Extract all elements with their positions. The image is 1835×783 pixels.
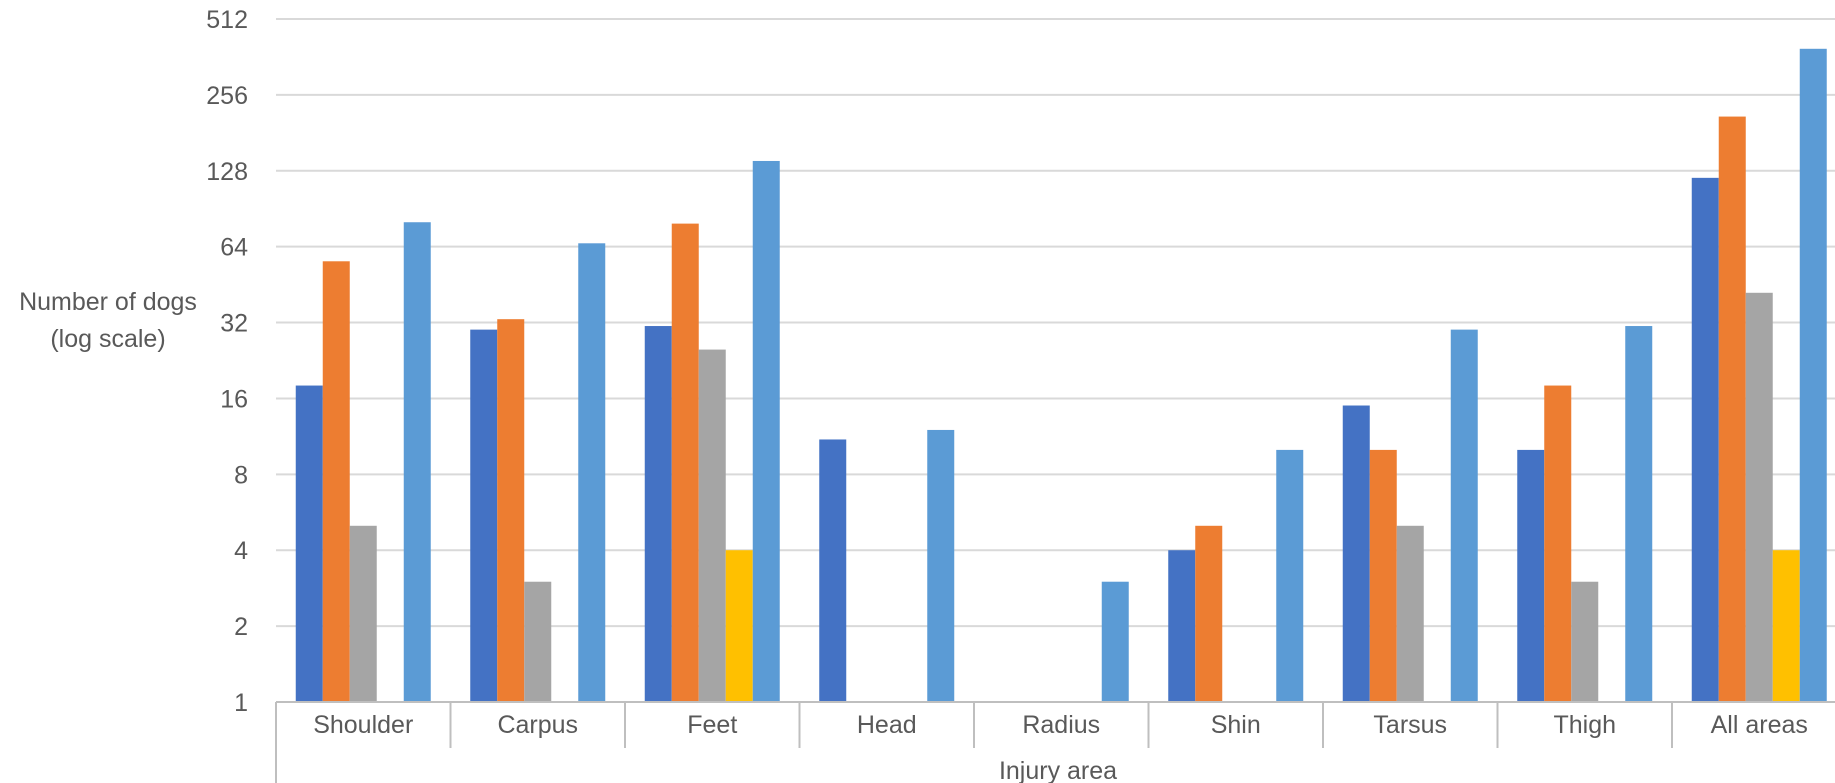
- category-label: Radius: [1022, 711, 1100, 739]
- bar: [927, 429, 955, 702]
- bar: [322, 261, 350, 702]
- bar: [349, 525, 377, 702]
- bar: [1691, 177, 1719, 702]
- bar: [1276, 449, 1304, 702]
- bar: [1799, 48, 1827, 703]
- bar: [470, 329, 498, 702]
- bar: [1571, 581, 1599, 702]
- bar: [1517, 449, 1545, 702]
- bar: [524, 581, 552, 702]
- bar: [1195, 525, 1223, 702]
- y-tick-label: 512: [206, 6, 248, 34]
- y-tick-label: 4: [234, 537, 248, 565]
- bar: [819, 439, 847, 702]
- category-label: Thigh: [1553, 711, 1616, 739]
- category-label: Head: [857, 711, 917, 739]
- bar: [1101, 581, 1129, 702]
- bar: [1772, 550, 1800, 702]
- bar: [403, 222, 431, 702]
- category-label: Carpus: [497, 711, 578, 739]
- bar: [1450, 329, 1478, 702]
- bar: [1168, 550, 1196, 702]
- category-label: Feet: [687, 711, 737, 739]
- bars: [295, 48, 1827, 703]
- bar: [1342, 405, 1370, 702]
- bar: [725, 550, 753, 702]
- y-tick-label: 8: [234, 461, 248, 489]
- bar: [1396, 525, 1424, 702]
- y-tick-label: 64: [220, 234, 248, 262]
- bar: [295, 385, 323, 702]
- bar: [1745, 292, 1773, 702]
- bar: [644, 326, 672, 702]
- bar: [578, 243, 606, 702]
- category-label: Shin: [1211, 711, 1261, 739]
- x-axis: [275, 701, 1835, 783]
- bar: [1369, 449, 1397, 702]
- bar: [1718, 116, 1746, 703]
- bar: [752, 160, 780, 703]
- y-axis-tick-labels: 1 2 4 8 16 32 64 128 256 512: [206, 6, 248, 717]
- x-axis-title: Injury area: [999, 757, 1117, 783]
- bar: [1544, 385, 1572, 702]
- y-tick-label: 128: [206, 158, 248, 186]
- y-tick-label: 1: [234, 689, 248, 717]
- category-label: All areas: [1711, 711, 1808, 739]
- gridlines: [276, 18, 1835, 628]
- y-tick-label: 16: [220, 385, 248, 413]
- category-label: Shoulder: [313, 711, 413, 739]
- y-tick-label: 256: [206, 82, 248, 110]
- bar: [1625, 326, 1653, 702]
- bar: [671, 223, 699, 702]
- bar: [497, 319, 525, 702]
- bar: [698, 349, 726, 702]
- category-labels: Shoulder Carpus Feet Head Radius Shin Tarsus Th…: [313, 711, 1808, 739]
- y-tick-label: 2: [234, 613, 248, 641]
- y-tick-label: 32: [220, 310, 248, 338]
- y-axis-title-line-2: (log scale): [50, 325, 165, 353]
- y-axis-title-line-1: Number of dogs: [19, 288, 197, 316]
- category-label: Tarsus: [1373, 711, 1447, 739]
